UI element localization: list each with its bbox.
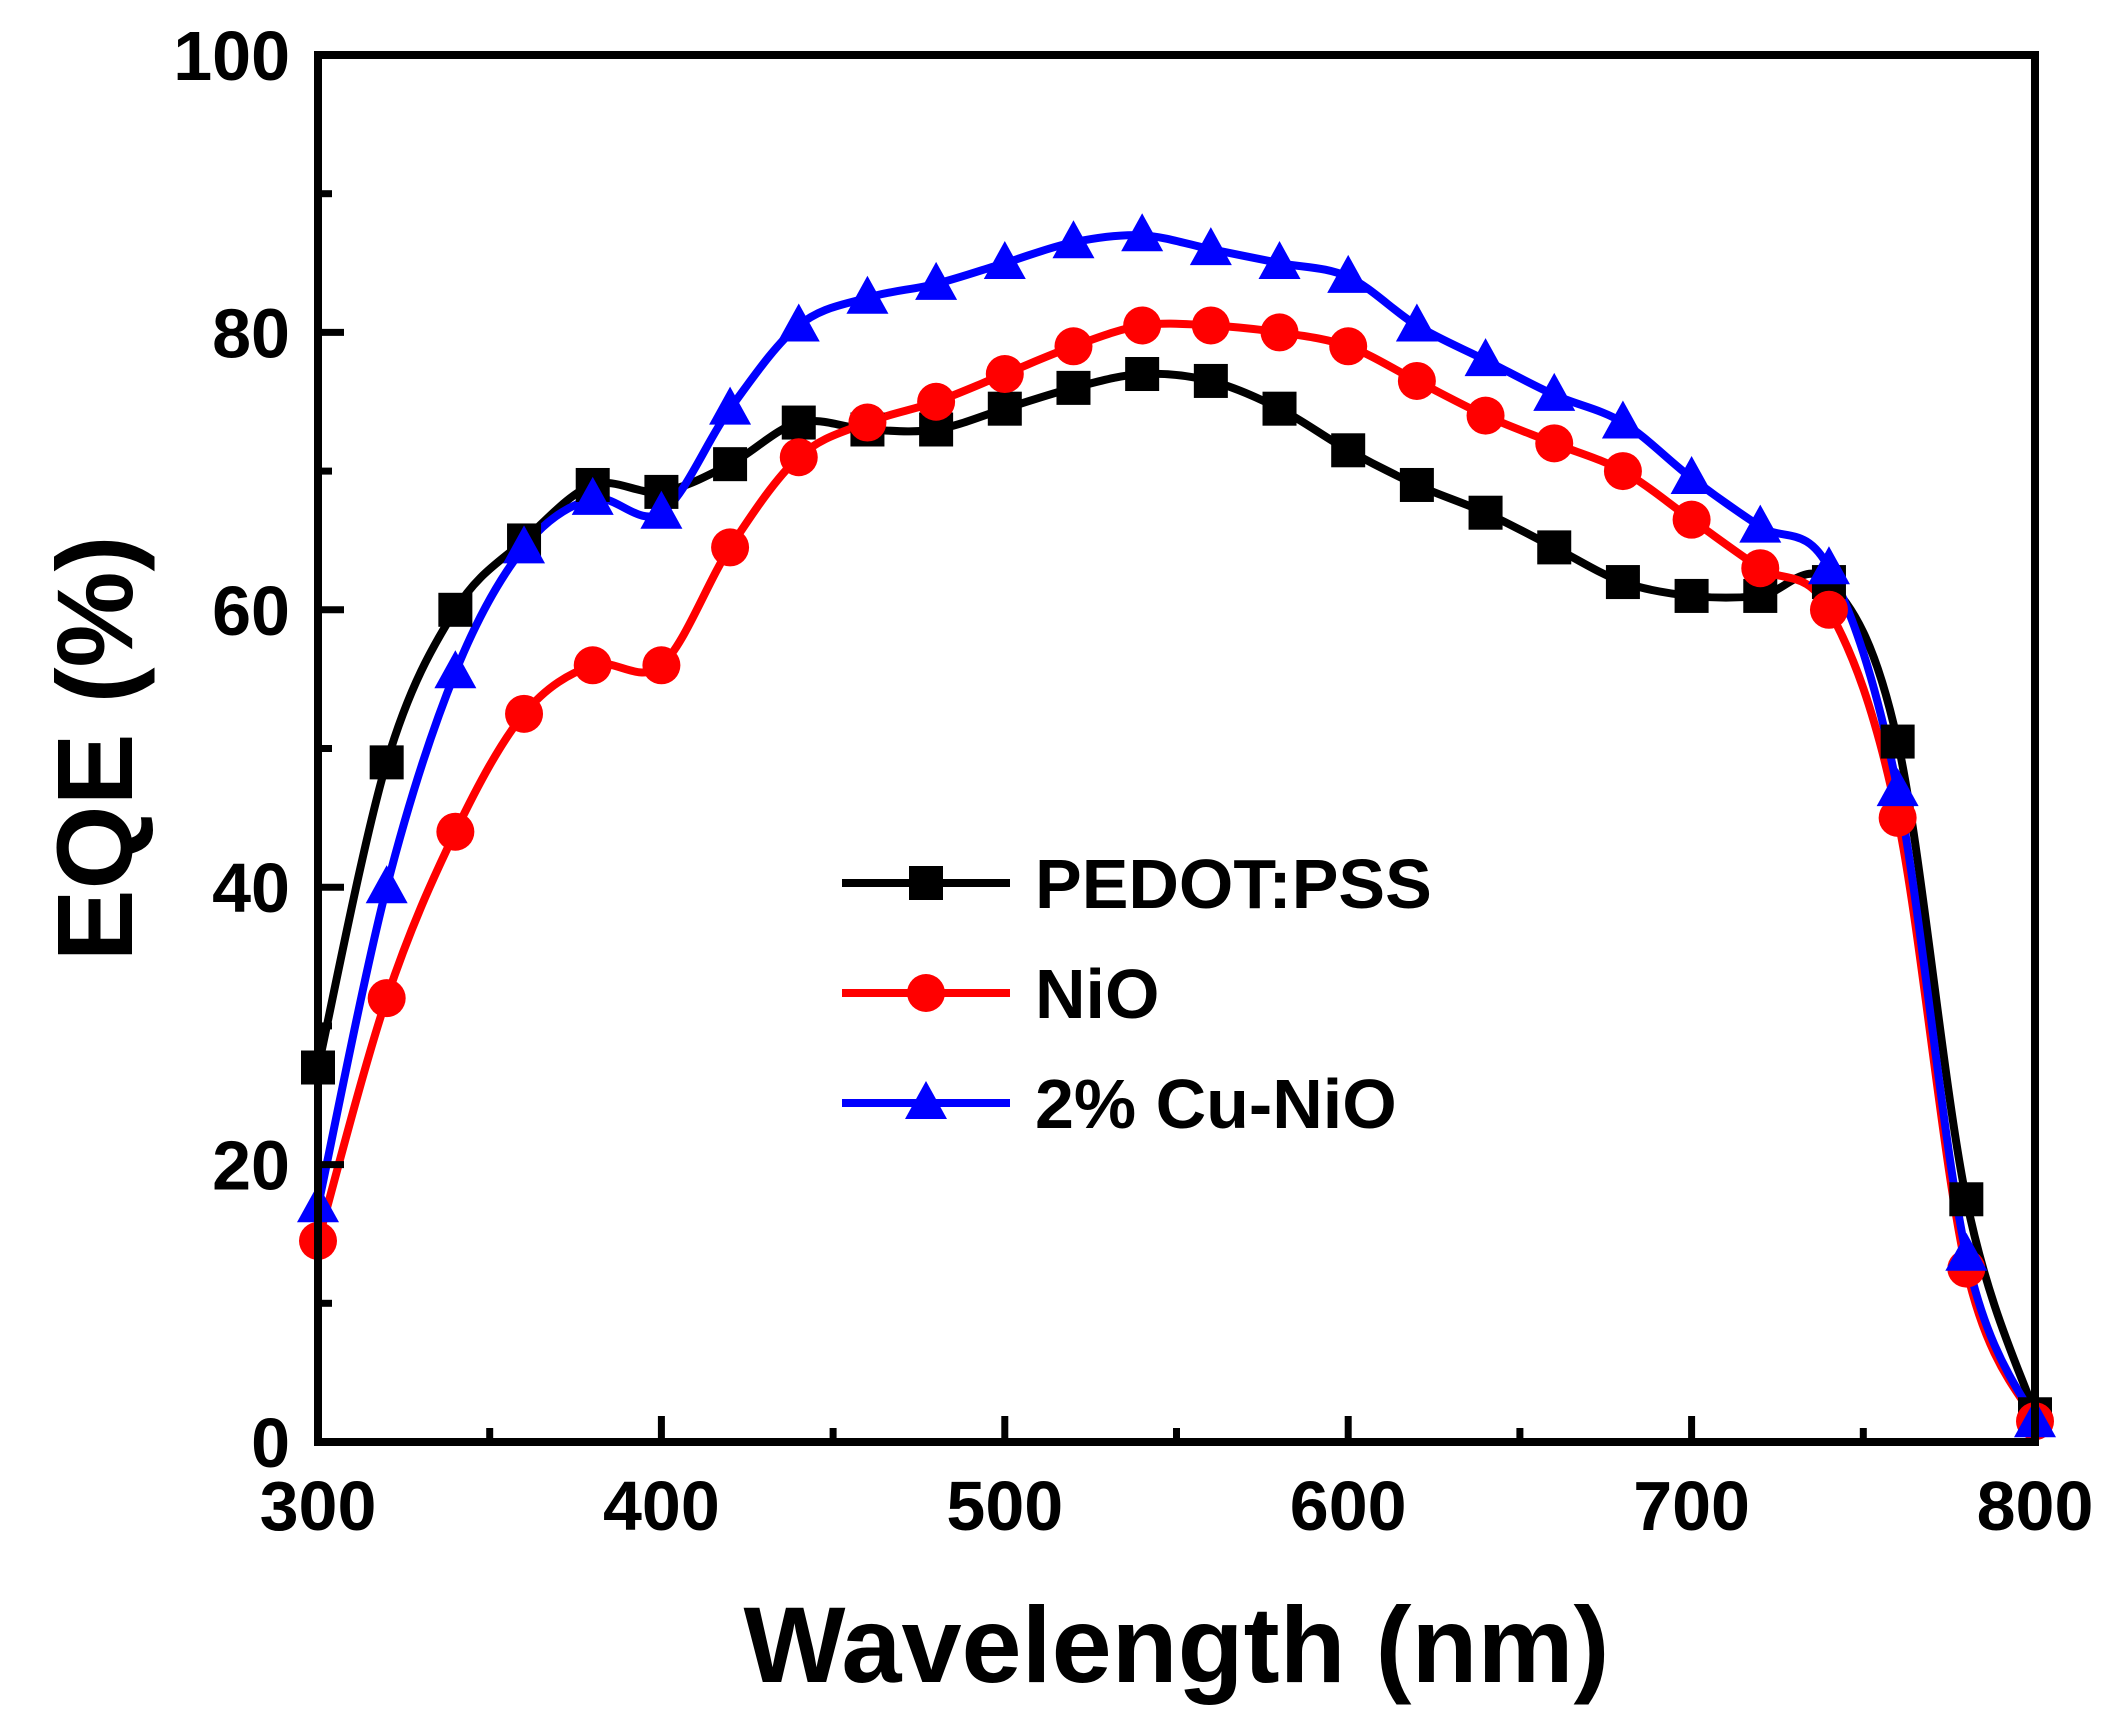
data-point-nio — [779, 438, 818, 477]
data-point-2-cu-nio — [1121, 213, 1164, 252]
data-point-nio — [1672, 500, 1711, 539]
x-tick-label: 300 — [260, 1467, 377, 1545]
data-point-2-cu-nio — [1876, 768, 1919, 807]
data-point-nio — [436, 812, 475, 851]
data-point-2-cu-nio — [1807, 546, 1850, 585]
data-point-2-cu-nio — [571, 476, 614, 515]
plot-frame — [314, 51, 2039, 1446]
data-point-2-cu-nio — [915, 261, 958, 300]
axis-ticks — [318, 190, 1867, 1442]
data-point-2-cu-nio — [1945, 1232, 1988, 1271]
x-axis-title: Wavelength (nm) — [743, 1584, 1609, 1705]
data-point-nio — [367, 979, 406, 1018]
data-point-pedot-pss — [1399, 467, 1434, 502]
data-point-nio — [1741, 549, 1780, 588]
data-point-nio — [1329, 327, 1368, 366]
y-tick-label: 20 — [212, 1127, 290, 1205]
data-point-2-cu-nio — [1464, 338, 1507, 377]
data-point-2-cu-nio — [1395, 303, 1438, 342]
legend-label: 2% Cu-NiO — [1035, 1065, 1397, 1143]
data-point-nio — [711, 528, 750, 567]
y-axis-title: EQE (%) — [34, 535, 155, 961]
data-point-pedot-pss — [438, 592, 473, 627]
data-point-nio — [1191, 306, 1230, 345]
data-point-nio — [1535, 424, 1574, 463]
data-point-nio — [573, 646, 612, 685]
data-point-nio — [1054, 327, 1093, 366]
y-tick-label: 0 — [251, 1404, 290, 1482]
data-point-nio — [642, 646, 681, 685]
series-line-2-cu-nio — [314, 231, 2039, 1423]
data-point-pedot-pss — [1468, 495, 1503, 530]
data-point-2-cu-nio — [777, 303, 820, 342]
y-tick-label: 80 — [212, 294, 290, 372]
data-point-pedot-pss — [1193, 363, 1228, 398]
data-point-2-cu-nio — [1670, 456, 1713, 495]
data-point-pedot-pss — [1056, 370, 1091, 405]
data-point-2-cu-nio — [503, 525, 546, 564]
data-point-nio — [1260, 313, 1299, 352]
data-point-nio — [1809, 590, 1848, 629]
x-tick-label: 500 — [946, 1467, 1063, 1545]
legend-item-pedot-pss: PEDOT:PSS — [842, 845, 1432, 923]
legend: PEDOT:PSS NiO 2% Cu-NiO — [842, 845, 1432, 1143]
data-point-pedot-pss — [1331, 433, 1366, 468]
data-point-nio — [1123, 306, 1162, 345]
data-point-pedot-pss — [369, 745, 404, 780]
y-tick-label: 60 — [212, 572, 290, 650]
legend-marker — [907, 974, 945, 1012]
data-point-2-cu-nio — [1739, 504, 1782, 543]
series-markers — [297, 213, 2056, 1441]
data-point-2-cu-nio — [434, 650, 477, 689]
data-point-2-cu-nio — [1327, 254, 1370, 293]
data-point-pedot-pss — [987, 391, 1022, 426]
legend-item-nio: NiO — [842, 955, 1159, 1033]
y-tick-label: 100 — [173, 17, 290, 95]
data-point-2-cu-nio — [846, 275, 889, 314]
legend-label: PEDOT:PSS — [1035, 845, 1432, 923]
legend-marker — [905, 1081, 947, 1119]
data-point-pedot-pss — [1537, 530, 1572, 565]
data-point-pedot-pss — [1605, 565, 1640, 600]
data-point-2-cu-nio — [1258, 241, 1301, 280]
data-point-2-cu-nio — [983, 241, 1026, 280]
data-point-2-cu-nio — [1601, 400, 1644, 439]
y-tick-label: 40 — [212, 849, 290, 927]
data-point-pedot-pss — [1125, 357, 1160, 392]
legend-item-2-cu-nio: 2% Cu-NiO — [842, 1065, 1397, 1143]
data-point-nio — [1878, 798, 1917, 837]
legend-label: NiO — [1035, 955, 1159, 1033]
data-point-pedot-pss — [781, 405, 816, 440]
data-point-2-cu-nio — [640, 490, 683, 529]
x-tick-label: 700 — [1633, 1467, 1750, 1545]
data-point-2-cu-nio — [365, 865, 408, 904]
x-tick-label: 600 — [1290, 1467, 1407, 1545]
data-point-nio — [917, 382, 956, 421]
data-point-pedot-pss — [1674, 578, 1709, 613]
data-point-nio — [1466, 396, 1505, 435]
data-point-nio — [985, 355, 1024, 394]
data-point-nio — [848, 403, 887, 442]
data-point-pedot-pss — [713, 447, 748, 482]
data-point-2-cu-nio — [709, 386, 752, 425]
data-point-2-cu-nio — [1189, 227, 1232, 266]
data-point-2-cu-nio — [1533, 372, 1576, 411]
data-point-pedot-pss — [1880, 724, 1915, 759]
data-point-pedot-pss — [1262, 391, 1297, 426]
data-point-pedot-pss — [1949, 1182, 1984, 1217]
legend-marker — [909, 866, 943, 900]
data-point-nio — [1603, 452, 1642, 491]
data-point-nio — [505, 694, 544, 733]
series-lines — [314, 231, 2039, 1423]
axis-tick-labels: 300 400 500 600 700 800 0 20 40 60 80 100 — [173, 17, 2093, 1545]
data-point-2-cu-nio — [1052, 220, 1095, 259]
x-tick-label: 800 — [1977, 1467, 2094, 1545]
data-point-nio — [1397, 361, 1436, 400]
x-tick-label: 400 — [603, 1467, 720, 1545]
